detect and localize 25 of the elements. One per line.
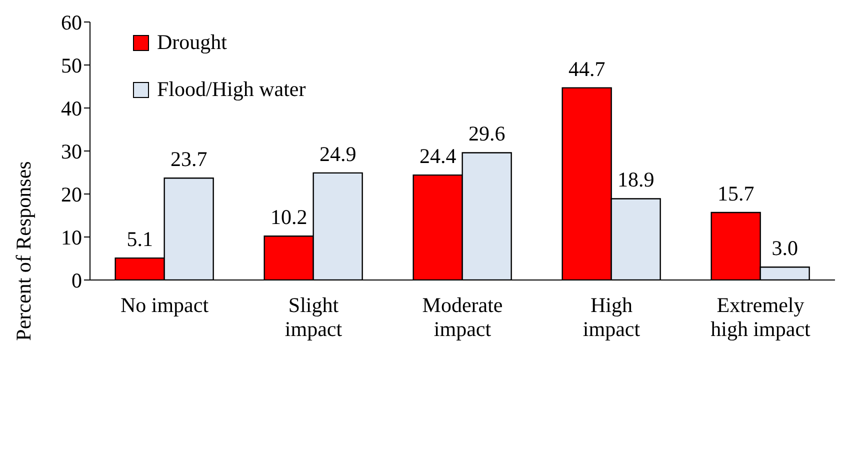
data-label: 3.0 — [772, 236, 798, 260]
y-tick-label: 60 — [61, 10, 82, 34]
x-tick-label: Extremely high impact — [710, 293, 811, 341]
y-tick-label: 20 — [61, 182, 82, 206]
y-tick-label: 40 — [61, 96, 82, 120]
data-label: 15.7 — [717, 181, 754, 206]
data-label: 23.7 — [170, 147, 208, 172]
y-axis-title: Percent of Responses — [11, 161, 36, 341]
data-label: 24.4 — [419, 144, 457, 168]
data-label: 10.2 — [270, 205, 308, 230]
data-label: 18.9 — [617, 168, 654, 192]
y-tick-label: 50 — [61, 53, 82, 78]
x-tick-label: Slight impact — [284, 293, 342, 341]
x-tick-label: No impact — [120, 293, 209, 317]
data-label: 44.7 — [568, 56, 606, 81]
legend-label: Drought — [157, 30, 227, 55]
legend-label: Flood/High water — [157, 77, 306, 102]
data-label: 29.6 — [468, 122, 506, 146]
data-label: 24.9 — [319, 142, 356, 166]
data-label: 5.1 — [126, 227, 153, 252]
y-tick-label: 10 — [61, 225, 82, 250]
x-tick-label: High impact — [582, 293, 640, 341]
y-tick-label: 0 — [72, 268, 82, 292]
y-tick-label: 30 — [61, 139, 82, 164]
x-tick-label: Moderate impact — [422, 293, 503, 341]
